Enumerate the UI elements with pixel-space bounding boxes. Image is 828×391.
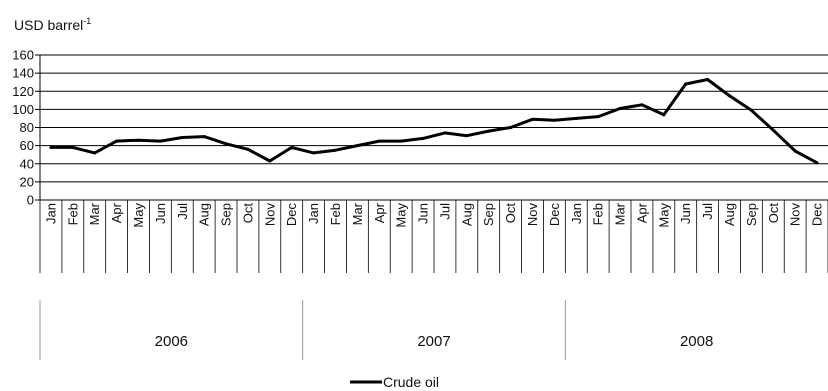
x-tick-label: Oct <box>766 203 781 224</box>
x-tick-label: May <box>656 203 671 228</box>
y-tick-label: 160 <box>12 48 34 63</box>
x-tick-label: Nov <box>525 203 540 227</box>
data-point <box>728 94 731 98</box>
data-point <box>71 145 75 149</box>
x-tick-label: Dec <box>810 203 825 227</box>
data-point <box>662 113 666 117</box>
x-axis-month-labels: Jan Feb Mar Apr May Jun Jul Aug Sep Oct Nov Dec Jan F… <box>39 200 828 273</box>
x-tick-label: Feb <box>591 203 606 225</box>
x-tick-label: Dec <box>284 203 299 227</box>
x-tick-label: Apr <box>634 202 649 223</box>
x-tick-label: Jan <box>306 203 321 224</box>
y-tick-label: 100 <box>12 102 34 117</box>
data-point <box>487 129 491 133</box>
x-tick-label: Jun <box>678 203 693 224</box>
x-tick-label: Dec <box>547 203 562 227</box>
x-tick-label: Mar <box>613 202 628 225</box>
y-axis-ticks: 0 20 40 60 80 100 120 140 160 <box>12 48 40 208</box>
x-tick-label: Apr <box>109 202 124 223</box>
y-tick-label: 60 <box>20 138 34 153</box>
x-tick-label: Nov <box>262 203 277 227</box>
data-point <box>290 145 294 149</box>
x-tick-label: Jun <box>416 203 431 224</box>
data-point <box>202 135 206 139</box>
x-tick-label: Jul <box>437 203 452 220</box>
data-point <box>421 136 425 140</box>
data-point <box>224 142 228 146</box>
data-point <box>618 106 622 110</box>
x-tick-label: Nov <box>788 203 803 227</box>
y-tick-label: 80 <box>20 120 34 135</box>
y-tick-label: 140 <box>12 66 34 81</box>
year-label: 2008 <box>680 333 713 350</box>
x-tick-label: Oct <box>240 203 255 224</box>
y-tick-label: 120 <box>12 84 34 99</box>
x-tick-label: May <box>131 203 146 228</box>
x-tick-label: Jun <box>153 203 168 224</box>
data-point <box>312 151 316 155</box>
data-point <box>596 115 600 119</box>
x-tick-label: Aug <box>722 203 737 226</box>
gridlines <box>39 54 828 201</box>
x-tick-label: Jan <box>569 203 584 224</box>
data-point <box>334 148 337 152</box>
x-tick-label: Apr <box>372 202 387 223</box>
data-point <box>574 116 578 120</box>
x-tick-label: Aug <box>459 203 474 226</box>
data-point <box>552 118 556 122</box>
legend-label-crude-oil: Crude oil <box>383 374 439 390</box>
data-point <box>268 159 272 163</box>
x-tick-label: Mar <box>350 202 365 225</box>
data-point <box>49 145 53 149</box>
data-point <box>93 151 97 155</box>
data-point <box>684 82 688 86</box>
year-label: 2007 <box>417 333 450 350</box>
legend: Crude oil <box>350 374 439 390</box>
data-point <box>137 138 140 142</box>
x-tick-label: Jul <box>700 203 715 220</box>
data-point <box>749 108 753 112</box>
data-point <box>531 117 534 121</box>
x-tick-label: Sep <box>219 203 234 226</box>
data-point <box>771 128 775 132</box>
data-point <box>443 131 447 135</box>
y-tick-label: 20 <box>20 174 34 189</box>
year-label: 2006 <box>155 333 188 350</box>
data-point <box>246 147 250 151</box>
data-point <box>706 77 710 81</box>
x-tick-label: Jul <box>175 203 190 220</box>
x-axis-year-groups: 2006 2007 2008 <box>39 300 713 360</box>
y-tick-label: 40 <box>20 156 34 171</box>
x-tick-label: Mar <box>87 202 102 225</box>
x-tick-label: May <box>394 203 409 228</box>
svg-text:USD barrel-1: USD barrel-1 <box>14 16 91 33</box>
data-point <box>465 134 469 138</box>
data-point <box>115 139 119 143</box>
data-point <box>180 135 184 139</box>
x-tick-label: Jan <box>43 203 58 224</box>
data-point <box>793 149 797 153</box>
y-axis-unit-label: USD barrel-1 <box>14 16 91 33</box>
data-point <box>377 139 381 143</box>
data-point <box>399 139 403 143</box>
data-point <box>640 103 644 107</box>
x-tick-label: Oct <box>503 203 518 224</box>
series-crude-oil <box>49 77 819 165</box>
x-tick-label: Sep <box>481 203 496 226</box>
x-tick-label: Feb <box>328 203 343 225</box>
y-tick-label: 0 <box>27 193 34 208</box>
data-point <box>815 161 819 165</box>
data-point <box>355 144 359 148</box>
series-line <box>50 78 818 165</box>
x-tick-label: Aug <box>197 203 212 226</box>
data-point <box>158 139 162 143</box>
data-point <box>509 126 513 129</box>
x-tick-label: Feb <box>65 203 80 225</box>
x-tick-label: Sep <box>744 203 759 226</box>
